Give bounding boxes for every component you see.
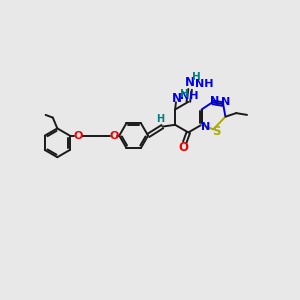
Text: N: N [185, 76, 195, 89]
Text: O: O [109, 130, 119, 141]
Text: H: H [180, 89, 188, 99]
Text: N: N [209, 95, 219, 106]
Text: N: N [201, 122, 211, 133]
Text: NH: NH [195, 79, 213, 89]
Text: N: N [221, 97, 230, 107]
Text: NH: NH [181, 91, 199, 101]
Text: O: O [178, 141, 188, 154]
Text: H: H [156, 113, 164, 124]
Text: S: S [212, 124, 220, 138]
Text: O: O [73, 130, 83, 141]
Text: H: H [192, 72, 201, 82]
Text: N: N [172, 92, 182, 105]
